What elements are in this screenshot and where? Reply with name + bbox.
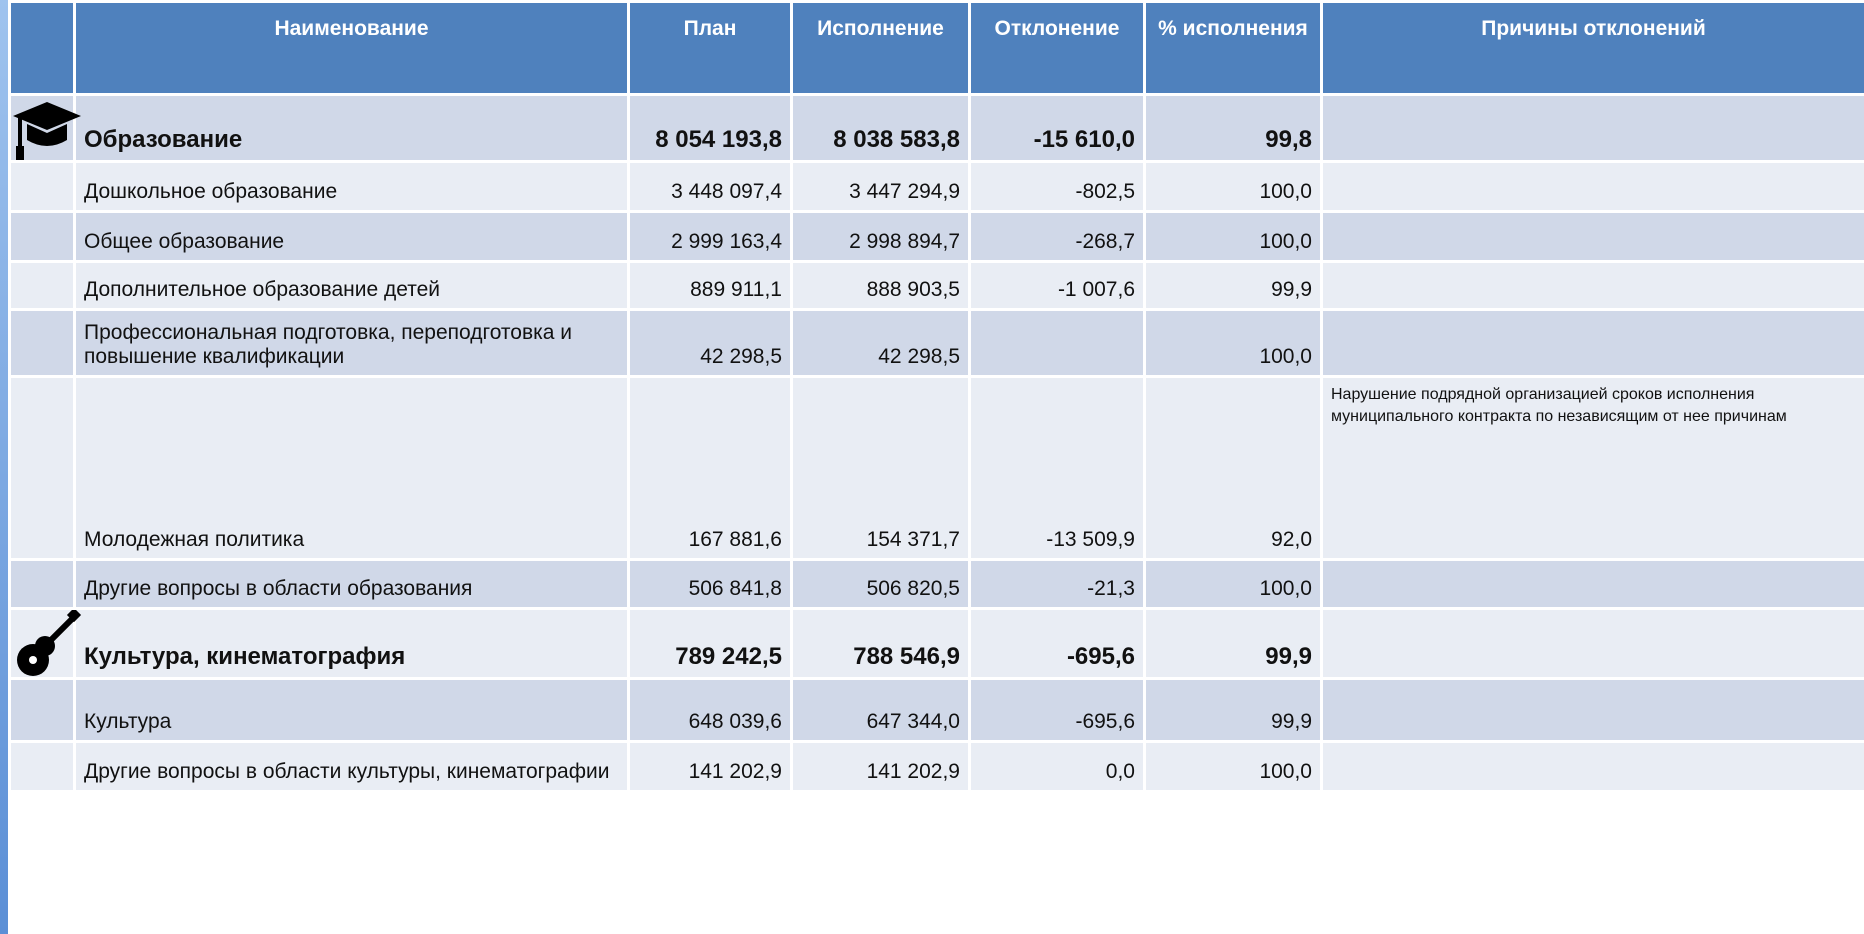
reason-cell <box>1320 260 1864 311</box>
header-cell: Отклонение <box>968 0 1146 96</box>
plan-cell: 141 202,9 <box>627 740 793 793</box>
percent-cell: 99,9 <box>1143 260 1323 311</box>
percent-cell: 99,8 <box>1143 93 1323 163</box>
header-icon-cell <box>8 0 76 96</box>
deviation-cell: -695,6 <box>968 607 1146 680</box>
name-cell: Профессиональная подготовка, переподгото… <box>73 308 630 378</box>
plan-cell: 648 039,6 <box>627 677 793 743</box>
reason-cell <box>1320 740 1864 793</box>
percent-cell: 100,0 <box>1143 210 1323 263</box>
reason-cell: Нарушение подрядной организацией сроков … <box>1320 375 1864 561</box>
plan-cell: 8 054 193,8 <box>627 93 793 163</box>
table-row: Другие вопросы в области образования 506 … <box>8 558 1864 610</box>
guitar-icon <box>17 610 82 676</box>
table-row: Дополнительное образование детей 889 911,… <box>8 260 1864 311</box>
icon-cell <box>8 160 76 213</box>
deviation-cell: -15 610,0 <box>968 93 1146 163</box>
deviation-cell <box>968 308 1146 378</box>
icon-cell <box>8 558 76 610</box>
plan-cell: 2 999 163,4 <box>627 210 793 263</box>
reason-cell <box>1320 210 1864 263</box>
plan-cell: 3 448 097,4 <box>627 160 793 213</box>
deviation-cell: -695,6 <box>968 677 1146 743</box>
table-row: Дошкольное образование 3 448 097,4 3 447 2… <box>8 160 1864 213</box>
icon-cell <box>8 677 76 743</box>
name-cell: Общее образование <box>73 210 630 263</box>
table-row: Профессиональная подготовка, переподгото… <box>8 308 1864 378</box>
percent-cell: 99,9 <box>1143 607 1323 680</box>
icon-cell <box>8 260 76 311</box>
plan-cell: 167 881,6 <box>627 375 793 561</box>
percent-cell: 100,0 <box>1143 558 1323 610</box>
execution-cell: 788 546,9 <box>790 607 971 680</box>
percent-cell: 99,9 <box>1143 677 1323 743</box>
reason-cell <box>1320 93 1864 163</box>
header-cell: % исполнения <box>1143 0 1323 96</box>
section-row: Культура, кинематография 789 242,5 788 546… <box>8 607 1864 680</box>
plan-cell: 789 242,5 <box>627 607 793 680</box>
table-row: Культура 648 039,6 647 344,0 -695,6 99,9 <box>8 677 1864 743</box>
icon-cell <box>8 308 76 378</box>
icon-cell <box>8 740 76 793</box>
execution-cell: 647 344,0 <box>790 677 971 743</box>
plan-cell: 42 298,5 <box>627 308 793 378</box>
deviation-cell: -1 007,6 <box>968 260 1146 311</box>
table-row: Молодежная политика 167 881,6 154 371,7 -13… <box>8 375 1864 561</box>
execution-cell: 141 202,9 <box>790 740 971 793</box>
header-cell: Наименование <box>73 0 630 96</box>
name-cell: Дополнительное образование детей <box>73 260 630 311</box>
execution-cell: 888 903,5 <box>790 260 971 311</box>
name-cell: Культура, кинематография <box>73 607 630 680</box>
reason-cell <box>1320 160 1864 213</box>
percent-cell: 92,0 <box>1143 375 1323 561</box>
reason-cell <box>1320 558 1864 610</box>
percent-cell: 100,0 <box>1143 160 1323 213</box>
table-row: Общее образование 2 999 163,4 2 998 894,7-… <box>8 210 1864 263</box>
section-row: Образование 8 054 193,8 8 038 583,8 -15 610… <box>8 93 1864 163</box>
execution-cell: 42 298,5 <box>790 308 971 378</box>
execution-cell: 506 820,5 <box>790 558 971 610</box>
deviation-cell: -13 509,9 <box>968 375 1146 561</box>
execution-cell: 3 447 294,9 <box>790 160 971 213</box>
icon-cell <box>8 607 82 680</box>
name-cell: Образование <box>73 93 630 163</box>
budget-table: Наименование План Исполнение Отклонение% ис… <box>8 0 1864 793</box>
plan-cell: 506 841,8 <box>627 558 793 610</box>
execution-cell: 154 371,7 <box>790 375 971 561</box>
table-row: Другие вопросы в области культуры, кинем… <box>8 740 1864 793</box>
reason-cell <box>1320 677 1864 743</box>
name-cell: Другие вопросы в области культуры, кинем… <box>73 740 630 793</box>
reason-cell <box>1320 308 1864 378</box>
deviation-cell: 0,0 <box>968 740 1146 793</box>
percent-cell: 100,0 <box>1143 740 1323 793</box>
name-cell: Дошкольное образование <box>73 160 630 213</box>
header-cell: План <box>627 0 793 96</box>
cap-icon <box>13 102 81 160</box>
icon-cell <box>8 375 76 561</box>
deviation-cell: -802,5 <box>968 160 1146 213</box>
deviation-cell: -268,7 <box>968 210 1146 263</box>
execution-cell: 2 998 894,7 <box>790 210 971 263</box>
plan-cell: 889 911,1 <box>627 260 793 311</box>
reason-cell <box>1320 607 1864 680</box>
name-cell: Молодежная политика <box>73 375 630 561</box>
name-cell: Культура <box>73 677 630 743</box>
icon-cell <box>8 93 81 163</box>
name-cell: Другие вопросы в области образования <box>73 558 630 610</box>
execution-cell: 8 038 583,8 <box>790 93 971 163</box>
side-strip <box>0 0 8 934</box>
header-cell: Исполнение <box>790 0 971 96</box>
deviation-cell: -21,3 <box>968 558 1146 610</box>
header-cell: Причины отклонений <box>1320 0 1864 96</box>
percent-cell: 100,0 <box>1143 308 1323 378</box>
icon-cell <box>8 210 76 263</box>
